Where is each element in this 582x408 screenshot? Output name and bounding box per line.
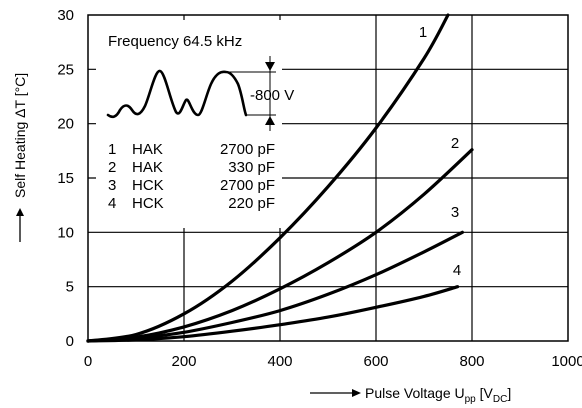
legend-row-3-type: HCK xyxy=(132,177,164,194)
x-axis-label-mid: [V xyxy=(476,385,494,401)
legend-row-1-cap: 2700 pF xyxy=(220,141,275,158)
y-tick-label: 20 xyxy=(57,116,74,133)
curve-label-3: 3 xyxy=(451,204,459,221)
legend-voltage: -800 V xyxy=(250,87,294,104)
legend-row-2-type: HAK xyxy=(132,159,163,176)
x-tick-label: 1000 xyxy=(551,353,582,370)
x-tick-label: 400 xyxy=(267,353,292,370)
y-tick-label: 15 xyxy=(57,170,74,187)
x-axis-label-prefix: Pulse Voltage U xyxy=(365,385,465,401)
curve-label-1: 1 xyxy=(419,24,427,41)
legend-row-4-cap: 220 pF xyxy=(228,195,275,212)
series-line-4 xyxy=(86,285,460,343)
legend-row-1-num: 1 xyxy=(108,141,116,158)
legend-row-3-cap: 2700 pF xyxy=(220,177,275,194)
series-line-1 xyxy=(86,13,450,343)
y-axis-label: Self Heating ΔT [°C] xyxy=(12,73,28,198)
x-axis-arrow-icon xyxy=(352,389,361,397)
y-tick-label: 5 xyxy=(66,279,74,296)
y-tick-label: 10 xyxy=(57,224,74,241)
legend-box: Frequency 64.5 kHz -800 V 1 HAK 2700 pF … xyxy=(96,20,294,228)
x-tick-label: 0 xyxy=(84,353,92,370)
arrow-up-icon xyxy=(265,116,275,125)
x-tick-label: 800 xyxy=(459,353,484,370)
legend-rows: 1 HAK 2700 pF 2 HAK 330 pF 3 HCK 2700 pF… xyxy=(108,141,275,212)
waveform-icon xyxy=(106,69,248,119)
legend-background xyxy=(96,20,282,228)
curve-label-layer: 1 2 3 4 xyxy=(419,24,461,279)
x-tick-label: 200 xyxy=(171,353,196,370)
y-axis-arrow-icon xyxy=(16,208,24,216)
legend-row-4-type: HCK xyxy=(132,195,164,212)
curve-layer xyxy=(86,13,474,343)
x-tick-label: 600 xyxy=(363,353,388,370)
legend-frequency: Frequency 64.5 kHz xyxy=(108,33,242,50)
x-axis-label-sub1: pp xyxy=(465,394,477,405)
legend-row-3-num: 3 xyxy=(108,177,116,194)
arrow-down-icon xyxy=(265,62,275,71)
x-axis-label: Pulse Voltage Upp [VDC] xyxy=(365,385,511,405)
legend-row-2-num: 2 xyxy=(108,159,116,176)
legend-row-1-type: HAK xyxy=(132,141,163,158)
plot-frame xyxy=(87,14,569,342)
legend-row-4-num: 4 xyxy=(108,195,116,212)
y-tick-label: 0 xyxy=(66,333,74,350)
curve-label-4: 4 xyxy=(453,262,461,279)
curve-label-2: 2 xyxy=(451,135,459,152)
y-tick-label: 30 xyxy=(57,7,74,24)
series-line-3 xyxy=(86,230,464,343)
x-axis-label-sub2: DC xyxy=(493,394,507,405)
y-tick-label: 25 xyxy=(57,61,74,78)
x-axis-title: Pulse Voltage Upp [VDC] xyxy=(310,385,511,405)
tick-label-layer: 0 200 400 600 800 1000 0 5 10 15 20 25 30 xyxy=(57,7,582,370)
y-axis-title: Self Heating ΔT [°C] xyxy=(12,73,28,242)
legend-row-2-cap: 330 pF xyxy=(228,159,275,176)
x-axis-label-suffix: ] xyxy=(507,385,511,401)
series-line-2 xyxy=(86,148,474,343)
